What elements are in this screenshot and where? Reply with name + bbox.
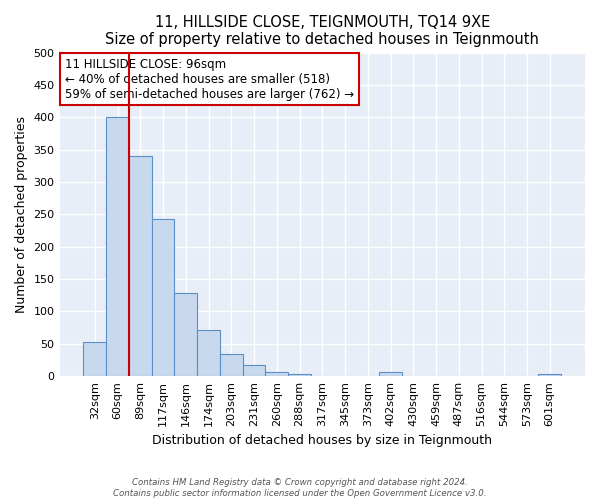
Bar <box>242 364 265 376</box>
Bar <box>83 342 106 376</box>
Bar <box>197 330 220 376</box>
Bar <box>152 219 175 376</box>
Bar <box>288 374 311 376</box>
Bar <box>106 118 129 376</box>
Text: Contains HM Land Registry data © Crown copyright and database right 2024.
Contai: Contains HM Land Registry data © Crown c… <box>113 478 487 498</box>
Bar <box>129 156 152 376</box>
Bar <box>379 372 402 376</box>
X-axis label: Distribution of detached houses by size in Teignmouth: Distribution of detached houses by size … <box>152 434 492 448</box>
Bar <box>538 374 561 376</box>
Title: 11, HILLSIDE CLOSE, TEIGNMOUTH, TQ14 9XE
Size of property relative to detached h: 11, HILLSIDE CLOSE, TEIGNMOUTH, TQ14 9XE… <box>106 15 539 48</box>
Bar <box>220 354 242 376</box>
Bar <box>175 294 197 376</box>
Y-axis label: Number of detached properties: Number of detached properties <box>15 116 28 313</box>
Text: 11 HILLSIDE CLOSE: 96sqm
← 40% of detached houses are smaller (518)
59% of semi-: 11 HILLSIDE CLOSE: 96sqm ← 40% of detach… <box>65 58 354 100</box>
Bar <box>265 372 288 376</box>
